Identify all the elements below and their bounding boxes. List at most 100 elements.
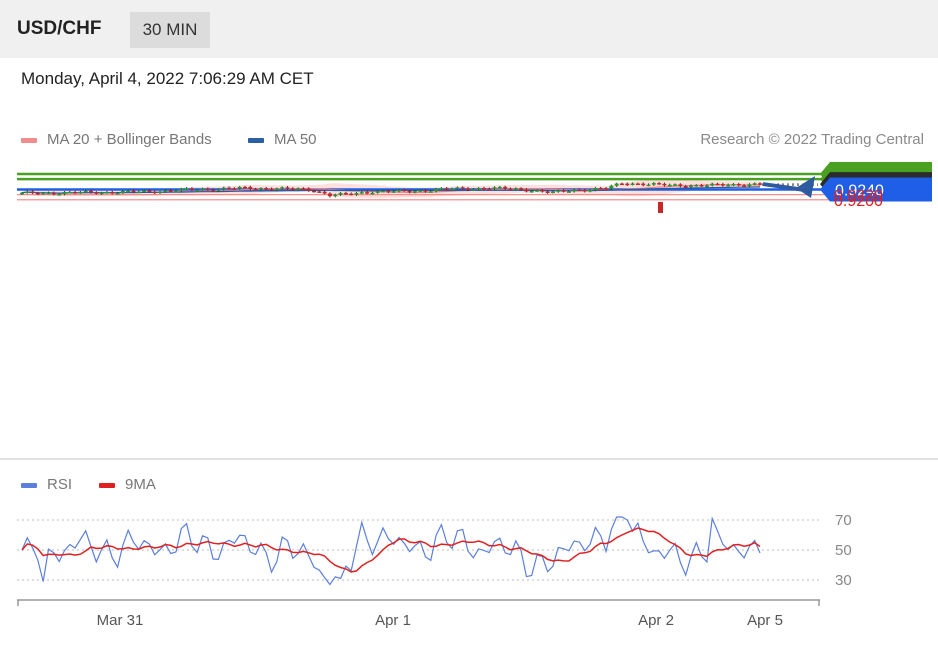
candle-up: [455, 187, 460, 189]
rsi-tick-50: 50: [835, 542, 852, 559]
chart-panel: [0, 58, 938, 647]
candle-down: [242, 186, 247, 189]
price-tag-label-0.9240: 0.9240: [835, 182, 884, 199]
candle-up: [556, 190, 561, 192]
candle-up: [476, 187, 481, 190]
candle-up: [78, 191, 83, 194]
price-label-0.9200: 0.9200: [834, 193, 883, 210]
candle-up: [593, 188, 598, 191]
candle-down: [349, 193, 354, 196]
rsi-line: [21, 516, 761, 586]
candle-up: [216, 189, 221, 191]
legend-ma20-label: MA 20 + Bollinger Bands: [47, 131, 212, 148]
candle-down: [545, 191, 550, 193]
candle-up: [221, 187, 226, 190]
candle-up: [104, 192, 109, 194]
candle-up: [566, 191, 571, 193]
target-arrow: [762, 176, 815, 198]
candle-down: [253, 188, 258, 191]
candle-down: [386, 190, 391, 193]
rsi-tick-30: 30: [835, 572, 852, 589]
candle-up: [99, 192, 104, 195]
candle-down: [561, 190, 566, 192]
candle-down: [30, 191, 35, 193]
rsi-swatch: [21, 482, 37, 488]
candle-up: [120, 190, 125, 194]
price-tag-0.9240: [820, 177, 932, 202]
candle-up: [752, 183, 757, 185]
candle-up: [673, 184, 678, 186]
candle-up: [418, 190, 423, 192]
candle-down: [657, 183, 662, 185]
candle-down: [582, 189, 587, 192]
candle-up: [396, 189, 401, 192]
candle-up: [20, 192, 24, 195]
candle-up: [62, 192, 67, 195]
candle-up: [529, 190, 534, 193]
legend-rsi-label: RSI: [47, 476, 73, 493]
candle-down: [402, 189, 407, 192]
moving-averages: [21, 184, 761, 194]
legend-rsi: RSI: [21, 476, 72, 493]
x-tick-label: Mar 31: [97, 612, 144, 629]
candle-up: [434, 188, 439, 192]
candle-down: [290, 188, 295, 190]
candle-down: [625, 183, 630, 186]
candle-up: [375, 191, 380, 193]
candle-down: [641, 183, 646, 186]
symbol-title: USD/CHF: [17, 18, 102, 39]
candle-down: [662, 183, 667, 186]
candle-down: [423, 190, 428, 192]
candle-up: [163, 190, 168, 192]
candle-up: [354, 193, 359, 195]
candle-down: [205, 188, 210, 191]
candle-up: [550, 191, 555, 194]
candle-down: [407, 190, 412, 193]
candle-down: [683, 186, 688, 188]
candle-up: [710, 183, 715, 186]
candle-up: [370, 192, 375, 195]
candle-up: [428, 191, 433, 193]
candle-up: [115, 193, 120, 195]
candle-down: [147, 190, 152, 192]
ma50-line: [21, 186, 761, 194]
candle-down: [635, 183, 640, 186]
candle-up: [173, 190, 178, 193]
price-label-0.9220: 0.9220: [834, 188, 883, 205]
candle-down: [598, 188, 603, 190]
candle-down: [508, 188, 513, 191]
target-arrow-head: [796, 176, 815, 198]
chart-header: USD/CHF 30 MIN: [0, 0, 938, 58]
candle-up: [572, 189, 577, 192]
candle-up: [359, 192, 364, 194]
candle-down: [269, 188, 274, 191]
timeframe-badge[interactable]: 30 MIN: [130, 12, 210, 48]
candle-up: [694, 185, 699, 187]
candle-up: [726, 184, 731, 187]
candle-down: [232, 188, 237, 190]
candle-up: [646, 184, 651, 187]
legend-ma20: MA 20 + Bollinger Bands: [21, 131, 212, 148]
rsi-panel: 70 50 30: [17, 512, 852, 589]
candle-up: [412, 191, 417, 193]
candle-up: [200, 188, 205, 191]
candle-down: [94, 192, 99, 194]
candle-down: [460, 187, 465, 189]
candle-up: [381, 190, 386, 193]
legend-ma50-label: MA 50: [274, 131, 317, 148]
candle-up: [630, 183, 635, 186]
candle-down: [264, 188, 269, 190]
x-tick-label: Apr 1: [375, 612, 411, 629]
candle-down: [73, 191, 78, 194]
candle-down: [248, 186, 253, 189]
candle-down: [720, 184, 725, 186]
candle-up: [439, 188, 444, 190]
candle-down: [365, 192, 370, 194]
candle-up: [25, 191, 30, 193]
candle-down: [327, 193, 332, 197]
candle-up: [258, 188, 263, 190]
legend-ma50: MA 50: [248, 131, 317, 148]
candle-up: [471, 189, 476, 191]
candle-down: [312, 190, 317, 193]
